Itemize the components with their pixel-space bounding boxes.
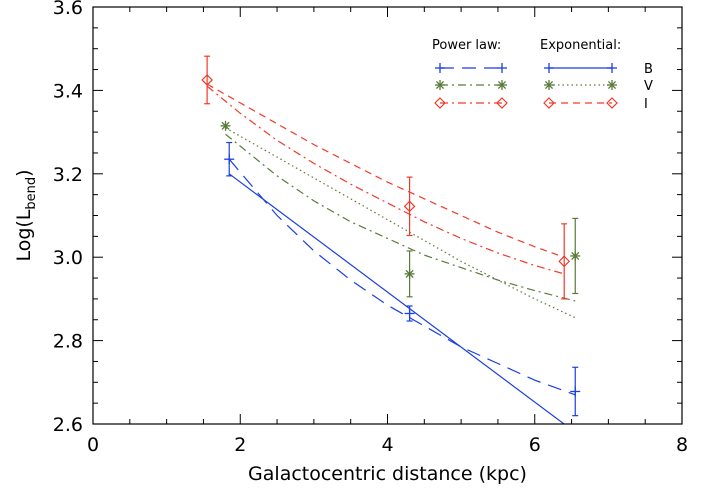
legend-header-exponential: Exponential: (540, 38, 621, 53)
legend-marker (497, 63, 507, 73)
legend-marker (434, 97, 446, 109)
y-tick-label: 3.0 (53, 247, 83, 269)
fit-line-b-exponential (228, 173, 566, 424)
fit-lines (206, 83, 576, 424)
y-tick-label: 3.4 (53, 80, 83, 102)
data-point-b (570, 386, 581, 397)
data-point-b (224, 154, 235, 165)
x-tick-label: 2 (234, 434, 246, 456)
tick-labels: 0 2 4 6 8 2.6 2.8 3.0 3.2 3.4 3.6 (53, 0, 688, 456)
data-point-v (220, 120, 231, 131)
fit-line-i-exponential (206, 83, 565, 258)
x-tick-label: 0 (87, 434, 99, 456)
legend-marker (435, 80, 445, 90)
data-point-i (201, 74, 213, 86)
legend-marker (435, 63, 445, 73)
x-axis-title: Galactocentric distance (kpc) (248, 463, 527, 485)
y-tick-label: 2.6 (53, 414, 83, 436)
data-point-b (404, 308, 415, 319)
axis-ticks (92, 6, 683, 425)
legend-label-b: B (644, 62, 653, 77)
y-tick-label: 3.2 (53, 164, 83, 186)
legend-label-i: I (644, 97, 648, 112)
data-point-v (570, 250, 581, 261)
y-axis-title-subscript: bend (24, 177, 39, 210)
data-point-i (403, 200, 416, 213)
y-axis-title: Log(Lbend) (13, 169, 39, 261)
data-point-v (404, 268, 415, 279)
fit-line-v-exponential (225, 127, 576, 319)
legend-marker (544, 80, 554, 90)
fit-line-b-power-law (228, 158, 576, 396)
x-tick-label: 8 (676, 434, 688, 456)
legend-marker (606, 97, 618, 109)
legend-marker (496, 97, 508, 109)
fit-line-v-power-law (225, 133, 576, 302)
data-point-i (558, 255, 571, 268)
legend-marker (544, 63, 554, 73)
legend-marker (607, 63, 617, 73)
legend-label-v: V (644, 79, 653, 94)
fit-line-i-power-law (206, 85, 565, 275)
legend: Power law: Exponential: BVI (432, 38, 653, 112)
data-points (201, 55, 581, 417)
x-tick-label: 6 (529, 434, 541, 456)
plot-frame (92, 6, 683, 425)
y-tick-label: 2.8 (53, 331, 83, 353)
legend-marker (497, 80, 507, 90)
legend-header-power-law: Power law: (432, 38, 501, 53)
legend-marker (543, 97, 555, 109)
legend-marker (607, 80, 617, 90)
x-tick-label: 4 (381, 434, 393, 456)
y-tick-label: 3.6 (53, 0, 83, 19)
